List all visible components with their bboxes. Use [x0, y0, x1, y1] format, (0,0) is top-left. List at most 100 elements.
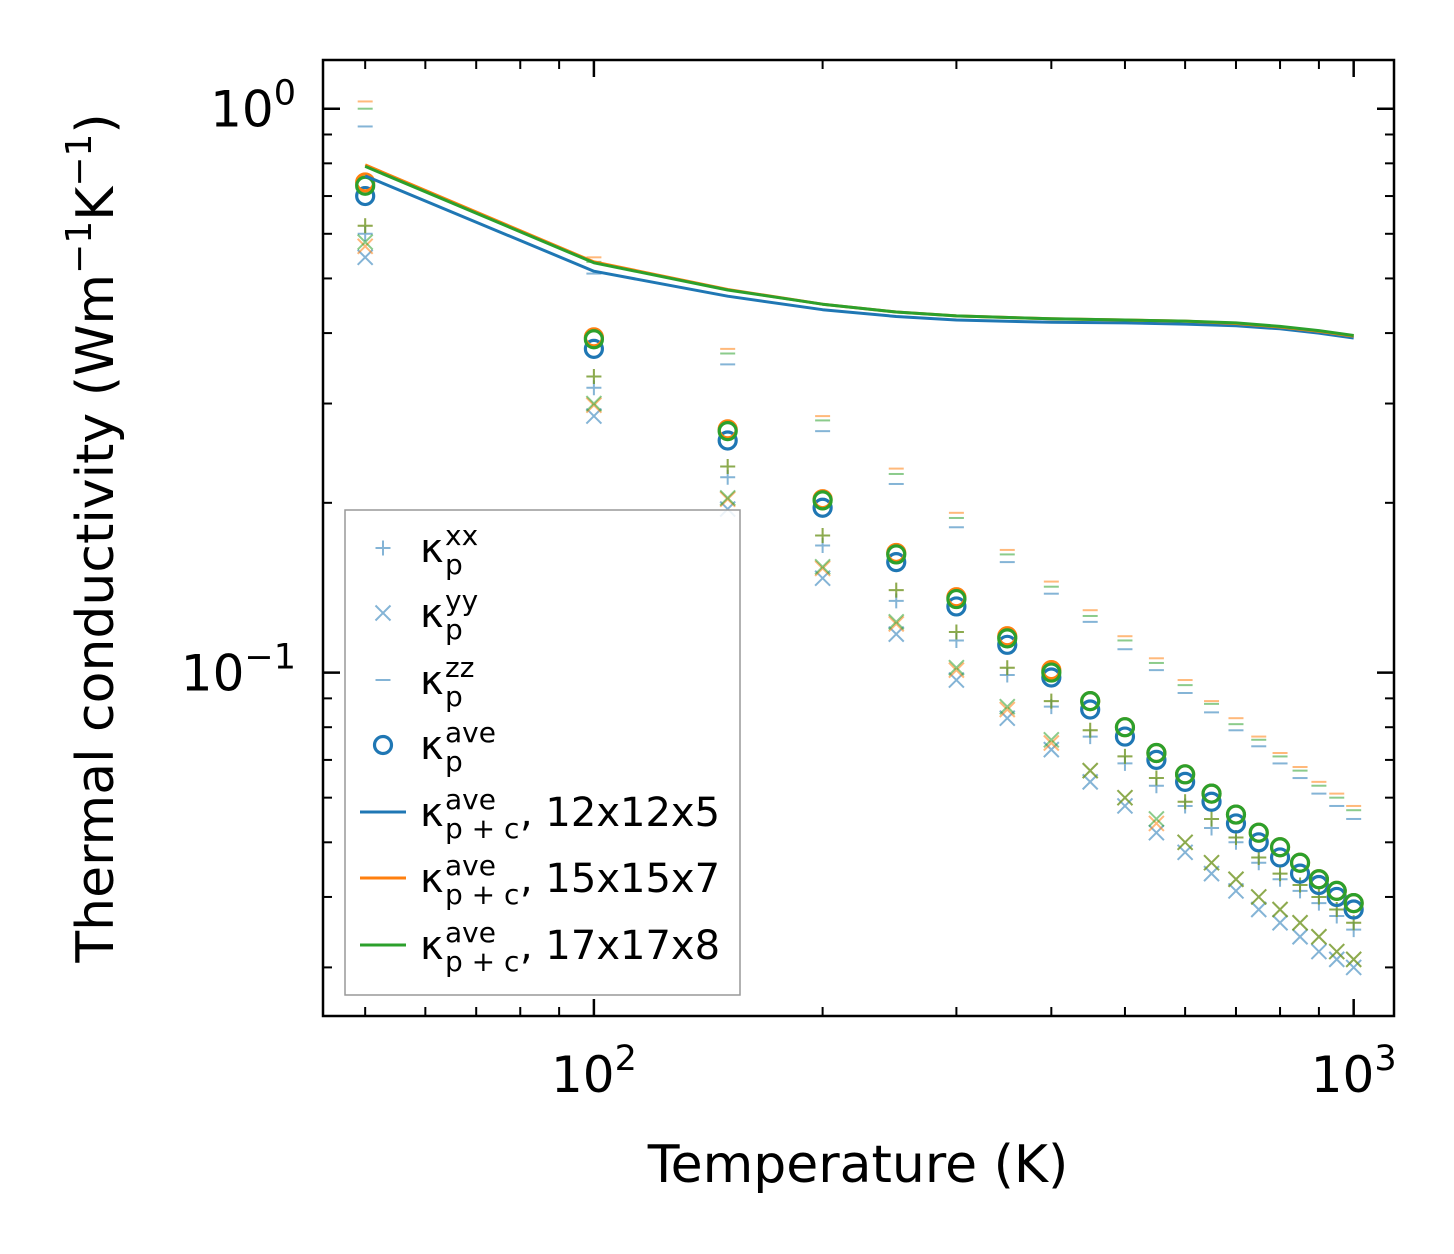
y-axis-label-close: ) — [66, 113, 126, 133]
data-point-yy — [999, 698, 1016, 715]
data-point-ave — [1114, 726, 1136, 747]
series-zz-15x15x7 — [357, 100, 1362, 807]
series-zz-12x12x5 — [357, 125, 1362, 820]
series-yy-17x17x8 — [356, 233, 1362, 968]
data-point-xx — [1117, 748, 1133, 764]
x-tick-label-base: 10 — [1311, 1046, 1375, 1104]
x-tick-label: 103 — [1311, 1039, 1397, 1104]
data-point-ave — [812, 497, 833, 518]
legend-mesh: , 15x15x7 — [520, 856, 720, 902]
legend-label: κave p — [420, 716, 496, 778]
data-point-xx — [815, 528, 831, 544]
data-point-ave — [1175, 764, 1196, 785]
legend-kappa: κ — [420, 658, 444, 704]
tick-layer — [323, 60, 1394, 1016]
legend-label: κave p + c, 15x15x7 — [420, 849, 720, 911]
data-point-yy — [1148, 815, 1165, 832]
x-tick-label-base: 10 — [551, 1046, 615, 1104]
data-point-ave — [583, 338, 604, 359]
y-tick-label: 100 — [210, 74, 296, 139]
data-point-yy — [1328, 943, 1345, 960]
data-point-xx — [1251, 849, 1267, 865]
data-point-ave — [946, 588, 967, 610]
data-point-xx — [1292, 877, 1308, 893]
legend-kappa: κ — [420, 856, 444, 902]
series-xx-17x17x8 — [357, 218, 1362, 931]
data-point-yy — [1271, 901, 1289, 918]
y-tick-label-exp: −1 — [244, 638, 296, 678]
y-axis-label-exp2: −1 — [59, 134, 100, 187]
y-axis-label-exp1: −1 — [59, 221, 100, 274]
data-point-yy — [999, 701, 1016, 718]
legend-sup: ave — [445, 783, 496, 816]
legend-mesh: , 17x17x8 — [520, 923, 720, 969]
data-point-yy — [585, 395, 603, 412]
legend-marker-x — [374, 604, 392, 622]
data-point-yy — [814, 560, 831, 577]
data-point-yy — [814, 558, 831, 576]
data-point-yy — [1176, 834, 1194, 851]
data-point-yy — [356, 233, 374, 251]
data-point-yy — [1250, 888, 1267, 906]
data-point-ave — [1175, 771, 1196, 792]
series-zz-17x17x8 — [357, 107, 1362, 812]
legend-marker-plus — [375, 540, 391, 556]
data-point-ave — [1248, 822, 1269, 843]
series-line-12x12x5 — [364, 174, 1354, 340]
data-layer — [355, 100, 1364, 976]
data-point-ave — [355, 185, 376, 207]
data-point-ave — [583, 329, 604, 350]
data-point-ave — [1326, 880, 1347, 902]
data-point-ave — [1343, 893, 1364, 914]
data-point-ave — [1225, 813, 1247, 834]
data-point-yy — [1310, 928, 1328, 945]
data-point-ave — [1114, 717, 1136, 738]
legend-label: κyy p — [420, 584, 478, 646]
legend-sup: ave — [445, 849, 496, 882]
data-point-ave — [1080, 691, 1101, 712]
legend-sub: p + c — [445, 812, 519, 845]
legend-sup: ave — [445, 916, 496, 949]
data-point-ave — [946, 596, 967, 617]
data-point-yy — [1203, 854, 1220, 871]
plot-frame — [321, 58, 1396, 1018]
data-point-yy — [1227, 882, 1245, 900]
data-point-ave — [1080, 699, 1101, 720]
data-point-yy — [1345, 959, 1362, 976]
y-axis-label: Thermal conductivity (Wm−1K−1) — [59, 113, 126, 963]
data-point-xx — [1082, 722, 1098, 738]
data-point-ave — [886, 552, 907, 573]
data-point-ave — [717, 430, 738, 451]
data-point-ave — [1343, 899, 1364, 920]
data-point-yy — [1116, 797, 1134, 815]
legend-sup: zz — [445, 651, 474, 684]
data-point-yy — [719, 489, 736, 507]
data-point-yy — [1345, 951, 1362, 968]
legend-sub: p — [445, 745, 463, 778]
data-point-ave — [1308, 869, 1330, 890]
data-point-ave — [886, 544, 907, 565]
legend-sup: ave — [445, 716, 496, 749]
data-point-ave — [1269, 847, 1291, 868]
data-point-yy — [1148, 810, 1165, 828]
data-point-ave — [812, 490, 833, 511]
data-point-xx — [948, 624, 964, 640]
data-point-yy — [1291, 928, 1309, 945]
data-point-ave — [1201, 791, 1222, 812]
series-ave-12x12x5 — [355, 185, 1364, 920]
data-point-ave — [1225, 804, 1247, 825]
data-point-yy — [1291, 914, 1309, 931]
data-point-ave — [997, 628, 1018, 649]
data-point-ave — [1289, 852, 1311, 873]
legend-kappa: κ — [420, 526, 444, 572]
data-point-ave — [1308, 874, 1330, 896]
data-point-xx — [1272, 866, 1288, 882]
y-axis-label-unit: K — [66, 185, 126, 221]
legend-sup: xx — [445, 519, 478, 552]
data-point-yy — [1081, 762, 1099, 779]
legend-box — [344, 509, 741, 996]
x-tick-label: 102 — [551, 1039, 637, 1104]
data-point-yy — [356, 238, 374, 255]
